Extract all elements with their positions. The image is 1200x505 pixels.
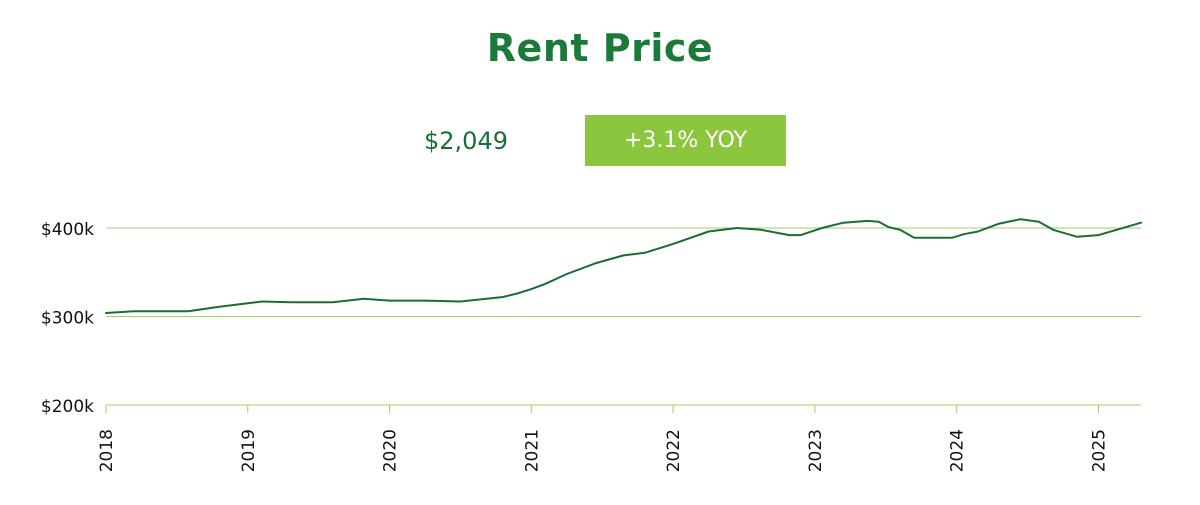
x-tick-label: 2024 — [948, 429, 968, 472]
x-tick-label: 2019 — [239, 429, 259, 472]
x-tick-label: 2021 — [522, 429, 542, 472]
yoy-badge: +3.1% YOY — [585, 115, 786, 166]
x-axis-ticks: 2018 2019 2020 2021 2022 2023 2024 2025 — [97, 405, 1109, 472]
current-price: $2,049 — [424, 127, 508, 155]
x-tick-label: 2020 — [381, 429, 401, 472]
y-tick-label: $400k — [41, 220, 94, 240]
y-tick-label: $200k — [41, 397, 94, 417]
grid-layer — [106, 227, 1141, 406]
series-line — [105, 218, 1142, 314]
x-tick-label: 2022 — [664, 429, 684, 472]
x-tick-label: 2023 — [806, 429, 826, 472]
y-axis-ticks: $200k $300k $400k — [41, 220, 94, 417]
y-tick-label: $300k — [41, 309, 94, 329]
series-layer — [105, 218, 1142, 314]
chart-title: Rent Price — [486, 26, 714, 70]
x-tick-label: 2018 — [97, 429, 117, 472]
x-tick-label: 2025 — [1089, 429, 1109, 472]
